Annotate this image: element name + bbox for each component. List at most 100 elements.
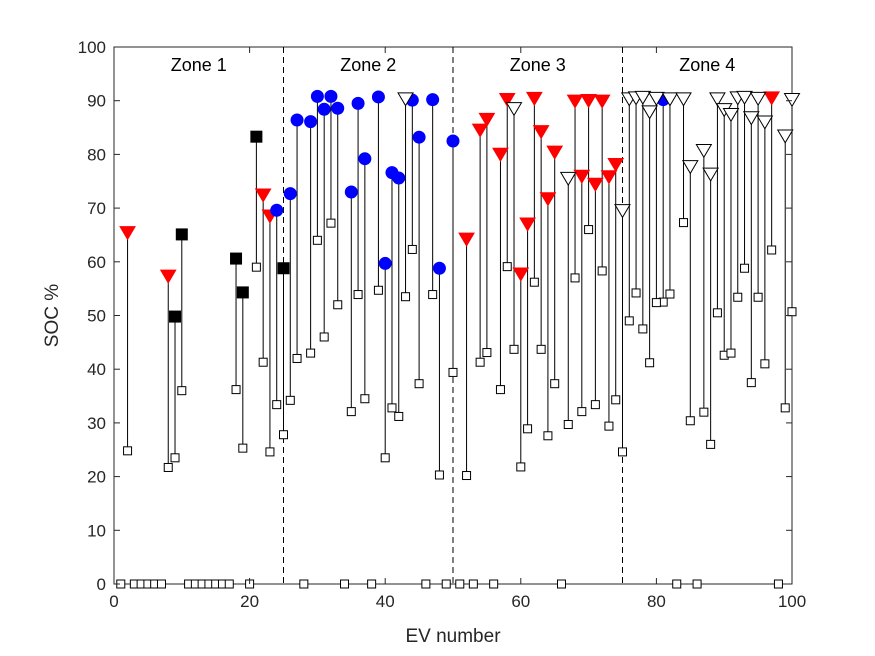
arrival-soc-marker xyxy=(367,579,377,589)
departure-soc-open-triangle xyxy=(742,111,760,126)
departure-soc-blue-circle xyxy=(412,130,426,144)
departure-soc-red-triangle xyxy=(593,94,611,109)
arrival-soc-marker xyxy=(123,446,133,456)
arrival-soc-marker xyxy=(258,357,268,367)
arrival-soc-marker xyxy=(421,579,431,589)
departure-soc-red-triangle xyxy=(580,94,597,109)
arrival-soc-marker xyxy=(394,411,404,421)
arrival-soc-marker xyxy=(279,430,288,440)
arrival-soc-marker xyxy=(455,579,465,589)
arrival-soc-marker xyxy=(502,262,512,272)
arrival-soc-marker xyxy=(495,385,505,395)
arrival-soc-marker xyxy=(679,218,689,228)
arrival-soc-marker xyxy=(516,462,526,472)
arrival-soc-marker xyxy=(536,344,546,354)
arrival-soc-marker xyxy=(346,407,356,417)
departure-soc-open-triangle xyxy=(722,108,740,123)
arrival-soc-marker xyxy=(265,447,275,457)
departure-soc-blue-circle xyxy=(324,89,338,103)
y-axis-title: SOC % xyxy=(42,284,63,347)
y-tick-label: 10 xyxy=(87,521,106,540)
departure-soc-red-triangle xyxy=(519,217,536,232)
arrival-soc-marker xyxy=(523,424,533,434)
arrival-soc-marker xyxy=(509,344,519,354)
arrival-soc-marker xyxy=(163,462,173,472)
y-tick-label: 50 xyxy=(87,307,106,326)
y-tick-label: 80 xyxy=(87,145,106,164)
arrival-soc-marker xyxy=(231,385,241,395)
departure-soc-open-triangle xyxy=(702,167,720,182)
departure-soc-black-square xyxy=(175,228,188,241)
y-tick-label: 20 xyxy=(87,468,106,487)
departure-soc-blue-circle xyxy=(378,256,392,270)
departure-soc-blue-circle xyxy=(270,203,284,217)
arrival-soc-marker xyxy=(624,316,634,326)
arrival-soc-marker xyxy=(665,289,675,299)
arrival-soc-marker xyxy=(360,394,370,404)
arrival-soc-marker xyxy=(272,400,282,410)
arrival-soc-marker xyxy=(340,579,350,589)
arrival-soc-marker xyxy=(319,332,329,342)
arrival-soc-marker xyxy=(434,470,444,480)
x-tick-label: 80 xyxy=(647,592,666,611)
departure-soc-open-triangle xyxy=(648,91,665,107)
arrival-soc-marker xyxy=(380,453,390,463)
zone-label: Zone 4 xyxy=(679,55,735,75)
departure-soc-red-triangle xyxy=(478,112,496,128)
arrival-soc-marker xyxy=(177,386,187,396)
departure-soc-open-triangle xyxy=(681,160,699,175)
arrival-soc-marker xyxy=(740,263,750,273)
departure-soc-blue-circle xyxy=(331,101,345,115)
departure-soc-black-square xyxy=(277,262,290,275)
arrival-soc-marker xyxy=(550,379,560,389)
arrival-soc-marker xyxy=(651,298,661,308)
departure-soc-black-square xyxy=(236,286,249,299)
x-axis-title: EV number xyxy=(405,626,501,647)
arrival-soc-marker xyxy=(299,579,309,589)
arrival-soc-marker xyxy=(706,439,716,449)
arrival-soc-marker xyxy=(685,416,695,426)
arrival-soc-marker xyxy=(631,288,641,298)
arrival-soc-marker xyxy=(733,292,743,302)
departure-soc-open-triangle xyxy=(695,143,713,159)
departure-soc-red-triangle xyxy=(600,170,618,185)
arrival-soc-marker xyxy=(611,395,621,405)
arrival-soc-marker xyxy=(401,292,411,302)
departure-soc-open-triangle xyxy=(505,102,523,117)
departure-soc-red-triangle xyxy=(763,91,781,106)
arrival-soc-marker xyxy=(475,357,485,367)
x-tick-label: 100 xyxy=(778,592,806,611)
departure-soc-blue-circle xyxy=(446,134,460,148)
arrival-soc-marker xyxy=(712,308,722,318)
arrival-soc-marker xyxy=(563,420,573,430)
departure-soc-open-triangle xyxy=(675,92,692,107)
y-tick-label: 90 xyxy=(87,92,106,111)
zone-label: Zone 1 xyxy=(171,55,227,75)
arrival-soc-marker xyxy=(428,290,438,300)
departure-soc-open-triangle xyxy=(641,105,658,120)
y-tick-label: 70 xyxy=(87,199,106,218)
departure-soc-red-triangle xyxy=(532,125,550,140)
departure-soc-blue-circle xyxy=(371,90,385,104)
departure-soc-red-triangle xyxy=(607,157,625,173)
arrival-soc-marker xyxy=(543,431,553,441)
departure-soc-open-triangle xyxy=(776,129,794,144)
y-tick-label: 30 xyxy=(87,414,106,433)
departure-soc-blue-circle xyxy=(317,102,331,116)
x-tick-label: 20 xyxy=(240,592,259,611)
arrival-soc-marker xyxy=(780,403,790,413)
departure-soc-open-triangle xyxy=(634,90,652,106)
x-tick-label: 40 xyxy=(376,592,395,611)
departure-soc-open-triangle xyxy=(559,171,577,187)
departure-soc-red-triangle xyxy=(498,92,516,108)
arrival-soc-marker xyxy=(448,367,458,377)
arrival-soc-marker xyxy=(787,307,797,317)
axis-ticks: 0 20 40 60 80 100 0 10 20 30 40 50 60 70 80 90 100 xyxy=(78,38,807,611)
departure-soc-open-triangle xyxy=(709,92,726,107)
departure-soc-open-triangle xyxy=(661,92,679,107)
departure-soc-red-triangle xyxy=(587,177,604,193)
arrival-soc-marker xyxy=(767,245,777,255)
arrival-soc-marker xyxy=(326,218,336,228)
arrival-soc-marker xyxy=(224,579,234,589)
departure-soc-open-triangle xyxy=(736,90,753,106)
